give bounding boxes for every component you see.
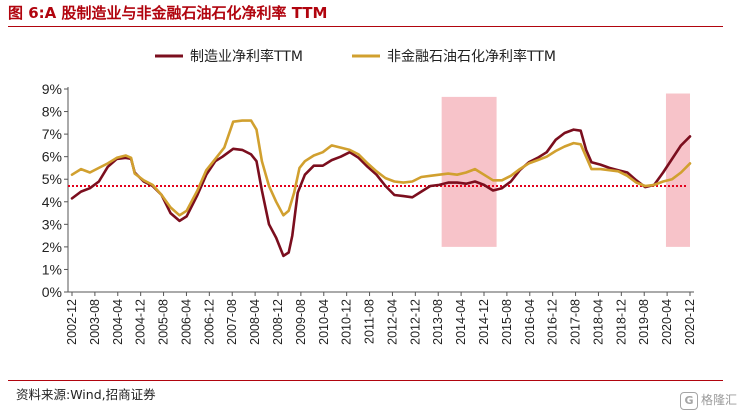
highlight-band-2 (665, 93, 690, 247)
series-line-2 (70, 119, 692, 217)
x-tick-label-11: 2010-04 (317, 299, 331, 345)
y-tick-label-7: 7% (42, 126, 62, 142)
watermark: G 格隆汇 (679, 391, 737, 410)
x-tick-label-15: 2012-12 (408, 299, 422, 345)
y-tick-label-0: 0% (42, 284, 62, 300)
x-tick-label-10: 2009-08 (294, 299, 308, 345)
x-tick-label-16: 2013-08 (431, 299, 445, 345)
y-tick-label-6: 6% (42, 149, 62, 165)
y-tick-label-9: 9% (42, 81, 62, 97)
x-tick-label-18: 2014-12 (477, 299, 491, 345)
x-tick-label-2: 2004-04 (111, 299, 125, 345)
x-tick-label-24: 2018-12 (614, 299, 628, 345)
y-tick-label-2: 2% (42, 239, 62, 255)
watermark-logo-icon: G (679, 391, 698, 410)
x-tick-label-4: 2005-08 (157, 299, 171, 345)
x-tick-label-13: 2011-08 (363, 299, 377, 344)
x-tick-label-9: 2008-12 (271, 299, 285, 345)
x-tick-label-1: 2003-08 (88, 299, 102, 345)
x-tick-label-12: 2010-12 (340, 299, 354, 345)
x-tick-label-5: 2006-04 (179, 299, 193, 345)
y-tick-label-1: 1% (42, 261, 62, 277)
x-tick-label-19: 2015-08 (500, 299, 514, 345)
legend-label-1: 制造业净利率TTM (190, 48, 303, 65)
legend-label-2: 非金融石油石化净利率TTM (387, 48, 556, 65)
x-tick-label-3: 2004-12 (134, 299, 148, 345)
x-tick-label-0: 2002-12 (65, 299, 79, 345)
y-tick-label-3: 3% (42, 216, 62, 232)
watermark-text: 格隆汇 (700, 393, 737, 407)
x-tick-label-23: 2018-04 (591, 299, 605, 345)
x-tick-label-14: 2012-04 (385, 299, 399, 345)
y-tick-label-4: 4% (42, 194, 62, 210)
x-tick-label-27: 2020-12 (683, 299, 697, 345)
x-tick-label-17: 2014-04 (454, 299, 468, 345)
line-chart: 0% 1% 2% 3% 4% 5% 6% 7% 8% 9% 2002-12 2003-08 2004-0… (42, 48, 697, 345)
title-rule (8, 26, 723, 27)
source-note: 资料来源:Wind,招商证券 (16, 387, 156, 402)
x-tick-label-20: 2016-04 (523, 299, 537, 345)
y-tick-label-8: 8% (42, 104, 62, 120)
x-tick-label-25: 2019-08 (637, 299, 651, 345)
x-tick-label-6: 2006-12 (202, 299, 216, 345)
x-tick-label-26: 2020-04 (660, 299, 674, 345)
x-tick-label-21: 2016-12 (546, 299, 560, 345)
x-tick-label-22: 2017-08 (569, 299, 583, 345)
y-tick-label-5: 5% (42, 171, 62, 187)
chart-title: 图 6:A 股制造业与非金融石油石化净利率 TTM (8, 4, 328, 22)
footer-rule (8, 380, 723, 381)
series-line-1 (70, 128, 692, 258)
x-tick-label-7: 2007-08 (225, 299, 239, 345)
x-tick-label-8: 2008-04 (248, 299, 262, 345)
